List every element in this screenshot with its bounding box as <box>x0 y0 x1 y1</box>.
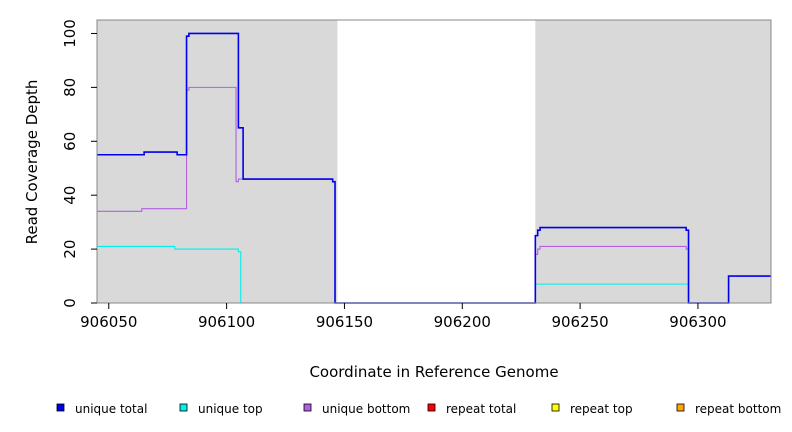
x-tick-label: 906100 <box>198 313 255 331</box>
legend-swatch <box>56 403 65 412</box>
legend-label: repeat total <box>446 402 516 416</box>
y-tick-label: 60 <box>61 132 79 151</box>
legend-item-unique-total: unique total <box>56 402 147 416</box>
y-tick-label: 80 <box>61 78 79 97</box>
y-tick-label: 20 <box>61 240 79 259</box>
legend-item-unique-top: unique top <box>179 402 263 416</box>
y-tick-label: 0 <box>61 298 79 308</box>
plot-background <box>97 20 771 303</box>
unshaded-region <box>337 20 536 303</box>
legend-item-repeat-bottom: repeat bottom <box>676 402 781 416</box>
legend-item-repeat-top: repeat top <box>551 402 633 416</box>
legend-item-unique-bottom: unique bottom <box>303 402 410 416</box>
legend-label: unique bottom <box>322 402 410 416</box>
legend-swatch <box>551 403 560 412</box>
x-tick-label: 906300 <box>669 313 726 331</box>
x-tick-label: 906150 <box>316 313 373 331</box>
legend-label: unique top <box>198 402 263 416</box>
x-axis: 906050 906100 906150 906200 906250 906300 <box>80 303 727 331</box>
legend-swatch <box>676 403 685 412</box>
plot-frame <box>96 19 772 304</box>
y-axis: 0 20 40 60 80 100 <box>61 19 97 308</box>
y-tick-label: 40 <box>61 186 79 205</box>
x-tick-label: 906050 <box>80 313 137 331</box>
legend-swatch <box>303 403 312 412</box>
legend: unique total unique top unique bottom repea… <box>56 402 781 416</box>
series-line-unique-total <box>97 32 771 304</box>
legend-item-repeat-total: repeat total <box>427 402 516 416</box>
x-axis-title: Coordinate in Reference Genome <box>309 363 558 381</box>
legend-label: repeat top <box>570 402 633 416</box>
legend-label: unique total <box>75 402 147 416</box>
x-tick-label: 906250 <box>551 313 608 331</box>
x-tick-label: 906200 <box>434 313 491 331</box>
y-axis-title: Read Coverage Depth <box>23 80 41 245</box>
legend-label: repeat bottom <box>695 402 781 416</box>
legend-swatch <box>179 403 188 412</box>
y-tick-label: 100 <box>61 19 79 48</box>
legend-swatch <box>427 403 436 412</box>
